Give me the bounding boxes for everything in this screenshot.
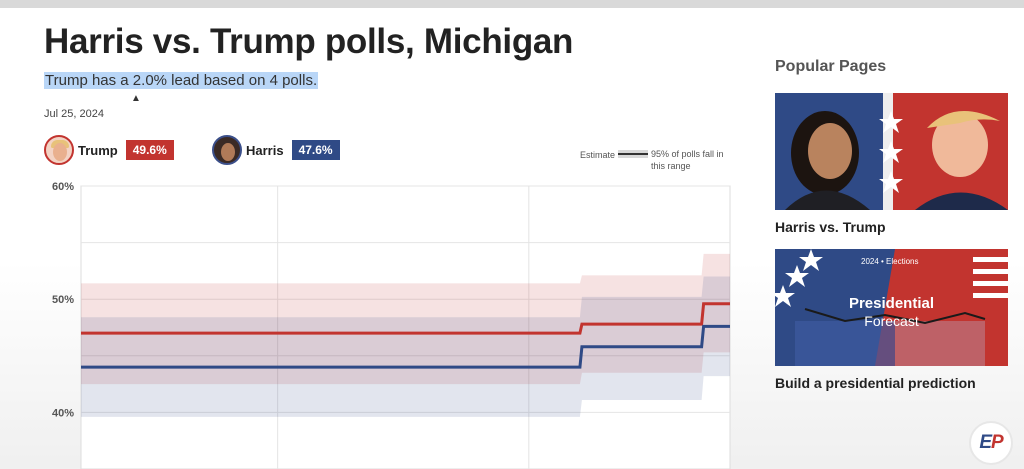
candidate-percent-badge: 49.6% <box>125 140 174 160</box>
legend-estimate-label: Estimate <box>580 150 616 160</box>
logo-letter-e: E <box>979 432 992 453</box>
lead-summary-text: Trump has a 2.0% lead based on 4 polls. <box>44 72 319 89</box>
forecast-subtitle: Forecast <box>864 313 919 329</box>
band-trump <box>81 253 730 385</box>
band-harris <box>81 276 730 417</box>
candidate-harris: Harris 47.6% <box>212 135 340 165</box>
legend-range-label: 95% of polls fall in this range <box>651 149 724 171</box>
candidate-name: Trump <box>78 142 118 158</box>
plot-area <box>80 185 731 469</box>
popular-pages-title: Popular Pages <box>775 58 887 75</box>
page-title: Harris vs. Trump polls, Michigan <box>44 22 574 61</box>
presidential-forecast-card-image[interactable]: 2024 • Elections Presidential Forecast <box>775 249 1008 366</box>
harris-avatar <box>212 135 242 165</box>
logo-letter-p: P <box>991 432 1004 453</box>
harris-vs-trump-link[interactable]: Harris vs. Trump <box>775 219 886 235</box>
candidate-percent-badge: 47.6% <box>291 140 340 160</box>
candidate-name: Harris <box>246 142 284 158</box>
forecast-title: Presidential <box>848 295 935 312</box>
chart-legend: Estimate 95% of polls fall in this range <box>580 148 731 172</box>
y-tick-label: 50% <box>52 294 74 306</box>
legend-band-icon <box>618 150 649 158</box>
poll-date: Jul 25, 2024 <box>44 108 104 120</box>
mouse-cursor-icon: ▲ <box>131 93 141 104</box>
forecast-meta: 2024 • Elections <box>861 257 919 266</box>
poll-chart: 60% 50% 40% <box>52 181 731 469</box>
top-browser-strip <box>0 0 1024 8</box>
presidential-prediction-link[interactable]: Build a presidential prediction <box>775 375 976 391</box>
trump-avatar <box>44 135 74 165</box>
harris-vs-trump-card-image[interactable] <box>775 93 1008 210</box>
candidate-trump: Trump 49.6% <box>44 135 174 165</box>
y-tick-label: 60% <box>52 181 74 193</box>
series-line-harris <box>81 324 730 369</box>
series-line-trump <box>81 302 730 335</box>
y-tick-label: 40% <box>52 407 74 419</box>
lead-summary: Trump has a 2.0% lead based on 4 polls. <box>44 72 319 89</box>
